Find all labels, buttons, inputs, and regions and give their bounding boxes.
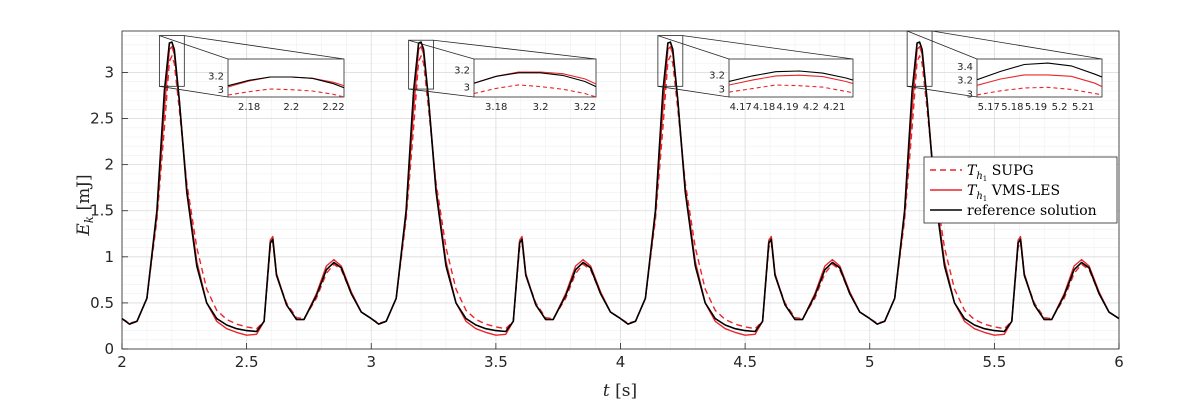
zoom-connector-line — [657, 85, 730, 98]
zoom-region-rect — [158, 35, 185, 87]
inset-plot-1: 2.18 2.2 2.22 3 3.2 — [208, 58, 345, 113]
zoom-connector-line — [931, 30, 1103, 60]
inset-x-tick-label: 5.21 — [1072, 102, 1094, 113]
inset-x-tick-label: 4.19 — [776, 102, 798, 113]
inset-y-tick-label: 3 — [719, 85, 725, 96]
inset-series-line-reference — [729, 70, 853, 83]
legend-entry-reference: reference solution — [967, 203, 1097, 219]
inset-y-tick-label: 3 — [464, 83, 470, 94]
inset-y-tick-label: 3 — [967, 90, 973, 101]
inset-x-tick-label: 4.18 — [753, 102, 775, 113]
inset-series-line-vms — [729, 74, 853, 86]
y-tick-label: 0.5 — [90, 294, 114, 312]
y-tick-label: 0 — [104, 340, 114, 358]
x-tick-label: 2.5 — [235, 353, 259, 371]
inset-plot-2: 3.18 3.2 3.22 3 3.2 — [454, 58, 597, 113]
inset-x-tick-label: 3.22 — [574, 102, 596, 113]
inset-series-line-reference — [474, 72, 596, 88]
zoom-connector-line — [408, 39, 475, 60]
inset-frame — [227, 58, 345, 98]
x-tick-label: 2 — [117, 353, 127, 371]
inset-plot-3: 4.17 4.18 4.19 4.2 4.21 3 3.2 — [709, 58, 854, 113]
inset-series-line-reference — [228, 76, 344, 89]
y-tick-label: 2 — [104, 156, 114, 174]
zoom-connector-line — [906, 30, 978, 60]
y-tick-label: 3 — [104, 63, 114, 81]
inset-y-tick-label: 3.2 — [454, 65, 470, 76]
zoom-connector-line — [159, 35, 229, 60]
y-tick-label: 2.5 — [90, 110, 114, 128]
x-axis-label: t [s] — [603, 381, 637, 401]
inset-plot-4: 5.17 5.18 5.19 5.2 5.21 3 3.2 3.4 — [957, 58, 1103, 113]
x-tick-label: 5.5 — [982, 353, 1006, 371]
inset-x-tick-label: 5.18 — [1001, 102, 1023, 113]
inset-frame — [473, 58, 597, 98]
inset-frame — [728, 58, 854, 98]
inset-x-tick-label: 4.17 — [730, 102, 752, 113]
inset-x-tick-label: 3.18 — [485, 102, 507, 113]
inset-y-tick-label: 3.2 — [208, 72, 224, 83]
zoom-connector-line — [433, 39, 597, 60]
inset-x-tick-label: 4.2 — [803, 102, 819, 113]
inset-x-tick-label: 2.2 — [283, 102, 299, 113]
inset-x-tick-label: 5.19 — [1025, 102, 1047, 113]
x-tick-label: 3.5 — [484, 353, 508, 371]
inset-x-tick-label: 5.17 — [978, 102, 1000, 113]
inset-x-tick-label: 5.2 — [1052, 102, 1068, 113]
inset-y-tick-label: 3.4 — [957, 62, 973, 73]
x-tick-label: 4.5 — [733, 353, 757, 371]
inset-x-tick-label: 3.2 — [533, 102, 549, 113]
inset-x-tick-label: 2.18 — [238, 102, 260, 113]
zoom-connector-line — [184, 35, 345, 60]
inset-frame — [976, 58, 1103, 98]
inset-x-tick-label: 4.21 — [823, 102, 845, 113]
zoom-connector-line — [159, 85, 229, 98]
x-tick-label: 4 — [616, 353, 626, 371]
zoom-connector-line — [657, 35, 730, 60]
zoom-region-rect — [657, 35, 684, 87]
inset-series-line-supg — [228, 88, 344, 97]
y-tick-label: 1.5 — [90, 202, 114, 220]
zoom-connector-line — [682, 35, 854, 60]
x-tick-label: 5 — [865, 353, 875, 371]
inset-series-line-reference — [977, 62, 1102, 81]
inset-x-tick-label: 2.22 — [322, 102, 344, 113]
inset-y-tick-label: 3 — [218, 85, 224, 96]
inset-series-line-supg — [729, 84, 853, 94]
legend-entry-vms: Th1 VMS-LES — [967, 183, 1060, 203]
zoom-region-rect — [408, 39, 434, 90]
inset-series-line-supg — [474, 84, 596, 97]
main-plot-area: 2 2.5 3 3.5 4 4.5 5 5.5 6 0 0.5 1 1.5 2 2.5 3 — [90, 30, 1124, 371]
inset-y-tick-label: 3.2 — [957, 76, 973, 87]
inset-series-line-vms — [977, 74, 1102, 88]
inset-y-tick-label: 3.2 — [709, 70, 725, 81]
inset-series-line-supg — [977, 86, 1102, 96]
x-tick-label: 3 — [366, 353, 376, 371]
zoom-connector-line — [408, 88, 475, 98]
x-tick-label: 6 — [1114, 353, 1124, 371]
legend-entry-supg: Th1 SUPG — [967, 163, 1034, 183]
y-tick-label: 1 — [104, 248, 114, 266]
zoom-connector-line — [907, 85, 978, 98]
y-axis-label: Ek [mJ] — [74, 174, 96, 236]
zoom-region-rect — [906, 30, 933, 87]
